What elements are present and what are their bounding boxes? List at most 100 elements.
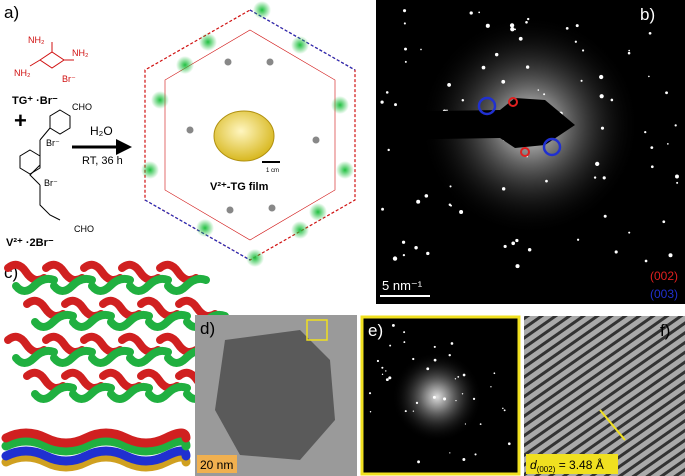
spot	[391, 323, 395, 327]
strand	[145, 382, 191, 403]
strand	[31, 382, 77, 403]
panel-b: b) 5 nm⁻¹ (002) (003)	[376, 0, 685, 304]
spot	[511, 241, 516, 246]
scale-label: 1 cm	[266, 168, 279, 174]
spot	[414, 245, 418, 250]
strand	[50, 274, 96, 295]
strand	[50, 346, 96, 367]
spot	[433, 358, 437, 362]
spot	[518, 36, 523, 41]
conditions-label: RT, 36 h	[82, 155, 123, 167]
v-structure	[19, 109, 71, 221]
reagent-label: TG⁺ ·Br⁻	[12, 95, 58, 107]
spot	[648, 75, 650, 78]
spot	[446, 109, 448, 112]
spot	[385, 91, 389, 94]
spot	[401, 240, 406, 244]
spot	[381, 373, 384, 376]
spot	[614, 250, 618, 254]
anion	[291, 36, 309, 54]
spot	[403, 341, 406, 344]
strand	[12, 274, 58, 295]
spot	[381, 366, 384, 369]
tg-structure	[29, 42, 74, 69]
spot	[459, 209, 464, 214]
spot	[502, 407, 504, 410]
spot	[369, 411, 372, 413]
spot	[501, 187, 506, 191]
group-label: NH₂	[72, 48, 89, 58]
group-label: Br⁻	[44, 178, 58, 188]
spot	[628, 49, 631, 52]
spot	[394, 103, 397, 107]
anion	[309, 203, 327, 221]
panel-a: a) NH₂ NH₂ NH₂ Br⁻ TG⁺ ·Br⁻ + CHO CHO Br…	[4, 1, 356, 267]
spot	[650, 146, 654, 149]
spot	[474, 453, 477, 456]
spot	[668, 253, 673, 258]
layer	[1, 446, 191, 466]
spot	[402, 9, 407, 13]
cation	[186, 126, 194, 134]
spot	[503, 409, 506, 412]
strand	[12, 346, 58, 367]
group-label: NH₂	[14, 68, 31, 78]
spot	[461, 98, 465, 102]
fft-halo	[392, 352, 482, 442]
spot	[479, 423, 482, 425]
strand	[31, 310, 77, 331]
spot	[493, 372, 496, 375]
anion	[291, 221, 309, 239]
plane-label: (003)	[650, 287, 678, 301]
panel-label: b)	[640, 5, 655, 24]
spot	[515, 238, 519, 243]
scale-label: 20 nm	[200, 458, 233, 472]
strand	[126, 346, 172, 367]
spot	[420, 48, 422, 51]
spot	[426, 367, 430, 371]
spot	[412, 357, 415, 361]
spot	[595, 161, 600, 166]
spot	[600, 126, 605, 130]
beam-stop	[376, 98, 575, 148]
panel-label: e)	[368, 321, 383, 340]
strand	[107, 310, 153, 331]
spot	[388, 376, 392, 380]
spacing-plane: (002)	[537, 465, 556, 474]
spot	[472, 397, 476, 400]
anion	[336, 161, 354, 179]
spot	[581, 49, 585, 52]
film-photo	[213, 110, 275, 162]
spot	[455, 399, 457, 402]
cation	[266, 58, 274, 66]
spot	[385, 370, 387, 372]
spot	[461, 393, 464, 395]
spot	[454, 378, 457, 380]
panel-label: d)	[200, 319, 215, 338]
spot	[415, 401, 419, 405]
scale-bg	[197, 455, 237, 473]
spot	[510, 26, 515, 32]
spot	[675, 174, 679, 179]
cation	[224, 58, 232, 66]
strand	[69, 310, 115, 331]
spot	[667, 143, 669, 145]
spot	[449, 452, 451, 454]
spot	[501, 79, 506, 84]
spot	[462, 458, 466, 461]
layer	[1, 428, 191, 448]
spacing-symbol: d	[530, 458, 537, 472]
spacing-marker	[599, 409, 626, 441]
spot	[376, 359, 380, 363]
plane-marker	[542, 137, 562, 157]
spot	[507, 442, 511, 446]
spot	[603, 214, 607, 218]
particle	[215, 330, 335, 460]
spot	[545, 179, 548, 183]
strand	[126, 274, 172, 295]
anion	[176, 56, 194, 74]
spot	[527, 17, 530, 21]
spot	[593, 176, 597, 179]
spot	[543, 93, 546, 96]
anion	[151, 91, 169, 109]
